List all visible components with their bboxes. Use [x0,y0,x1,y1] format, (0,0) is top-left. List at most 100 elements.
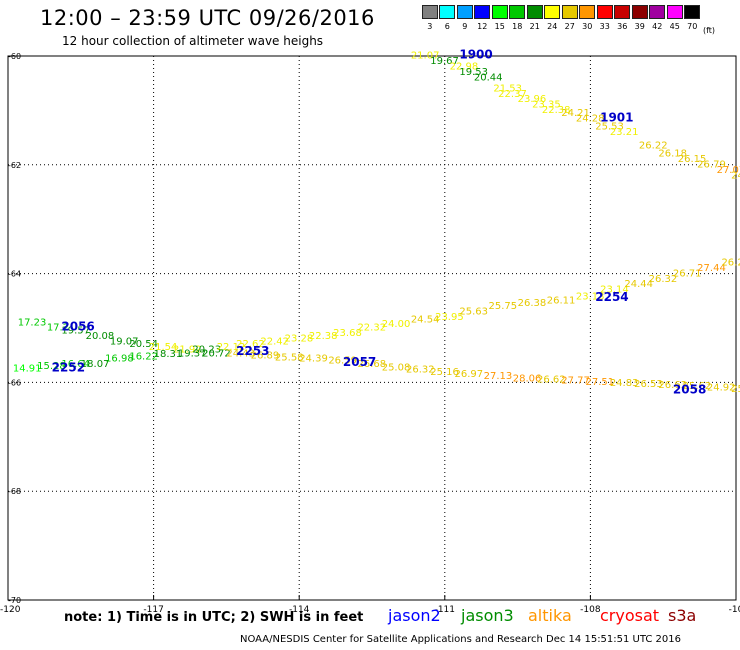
data-point-label: 22.32 [357,323,386,334]
legend-bin: 30 [579,5,597,35]
data-point-label: 24.92 [707,383,736,394]
legend-bin: 27 [561,5,579,35]
plot-frame [7,55,737,601]
legend-swatch [421,5,438,19]
legend-bin: 3 [421,5,439,35]
data-point-label: 25.08 [382,362,411,373]
data-point-label: 23.95 [435,312,464,323]
data-point-label: 26.89 [251,350,280,361]
legend-bin: 9 [456,5,474,35]
time-label: 2057 [343,355,376,369]
chart-title: 12:00 – 23:59 UTC 09/26/2016 [40,6,375,30]
legend-bin: 42 [649,5,667,35]
data-point-label: 16.98 [105,354,134,365]
data-point-label: 25.62 [683,381,712,392]
color-legend: 3 6 9 12 15 18 21 24 27 30 33 36 39 42 45 70 (ft) [421,5,715,35]
data-point-label: 17.2 [47,323,69,334]
data-point-label: 22.98 [450,62,479,73]
data-point-label: 22.38 [542,105,571,116]
legend-swatch [491,5,508,19]
data-point-label: 26.38 [518,298,547,309]
data-point-label: 26.32 [649,274,678,285]
data-point-label: 24.00 [382,319,411,330]
legend-bin: 39 [631,5,649,35]
data-point-label: 19.53 [459,67,488,78]
legend-swatch [561,5,578,19]
data-point-label: 26.71 [673,268,702,279]
data-point-label: 23.68 [333,328,362,339]
legend-label: 21 [529,22,540,31]
data-point-label: 19.67 [430,56,459,67]
time-label: 1901 [600,110,633,124]
legend-swatch [596,5,613,19]
data-point-label: 22.38 [309,331,338,342]
data-point-label: 20.54 [129,339,158,350]
satellite-jason2: jason2 [388,606,441,625]
legend-label: 12 [477,22,488,31]
legend-label: 70 [687,22,698,31]
chart-subtitle: 12 hour collection of altimeter wave hei… [62,34,324,48]
data-point-label: 22.62 [236,339,265,350]
data-point-label: 25.58 [275,353,304,364]
data-point-label: 19.37 [178,348,207,359]
legend-swatch [544,5,561,19]
data-point-label: 20.23 [192,344,221,355]
x-tick-label: -10 [729,605,740,615]
time-label: 2058 [673,382,706,396]
data-point-label: 26.59 [328,355,357,366]
x-tick-label: -111 [435,605,455,615]
data-point-label: 26.62 [537,374,566,385]
data-point-label: 25.60 [731,384,740,395]
legend-swatch [649,5,666,19]
legend-label: 18 [512,22,523,31]
legend-bin: 33 [596,5,614,35]
legend-label: 24 [547,22,558,31]
legend-label: 27 [564,22,575,31]
time-label: 1900 [459,48,492,62]
legend-label: 45 [669,22,680,31]
legend-swatch [439,5,456,19]
data-point-label: 28.06 [513,373,542,384]
data-point-label: 27.44 [697,263,726,274]
legend-bin: 36 [614,5,632,35]
satellite-altika: altika [528,606,572,625]
data-point-label: 21.54 [149,342,178,353]
y-tick-label: -70 [8,596,21,605]
data-point-label: 25.53 [595,121,624,132]
legend-label: 3 [427,22,433,31]
x-tick-label: -120 [0,605,21,615]
legend-label: 39 [634,22,645,31]
legend-swatch [666,5,683,19]
legend-bin: 21 [526,5,544,35]
footnote: note: 1) Time is in UTC; 2) SWH is in fe… [64,610,364,625]
x-tick-label: -114 [289,605,310,615]
legend-bin: 12 [474,5,492,35]
data-point-label: 25.16 [430,367,459,378]
satellite-jason3: jason3 [461,606,514,625]
data-point-label: 17.23 [18,317,47,328]
legend-bin: 45 [666,5,684,35]
data-point-label: 22.37 [498,89,527,100]
legend-swatch [526,5,543,19]
data-point-label: 19.07 [110,336,139,347]
time-label: 2253 [236,344,269,358]
legend-bin: 15 [491,5,509,35]
y-tick-label: -64 [8,270,21,279]
data-point-label: 14.91 [13,364,42,375]
data-point-label: 26.63 [658,380,687,391]
time-label: 2252 [52,361,85,375]
data-point-label: 25.63 [459,306,488,317]
data-point-label: 19.57 [61,325,90,336]
credit-line: NOAA/NESDIS Center for Satellite Applica… [240,634,682,645]
y-tick-label: -66 [8,378,21,387]
data-point-label: 18.31 [154,349,183,360]
data-point-label: 27.07 [717,165,740,176]
data-point-label: 24.2 [731,170,740,181]
satellite-cryosat: cryosat [600,606,660,625]
data-point-label: 24.44 [624,279,653,290]
legend-bin: 18 [509,5,527,35]
time-label: 2056 [61,320,94,334]
legend-swatch [579,5,596,19]
legend-swatch [509,5,526,19]
